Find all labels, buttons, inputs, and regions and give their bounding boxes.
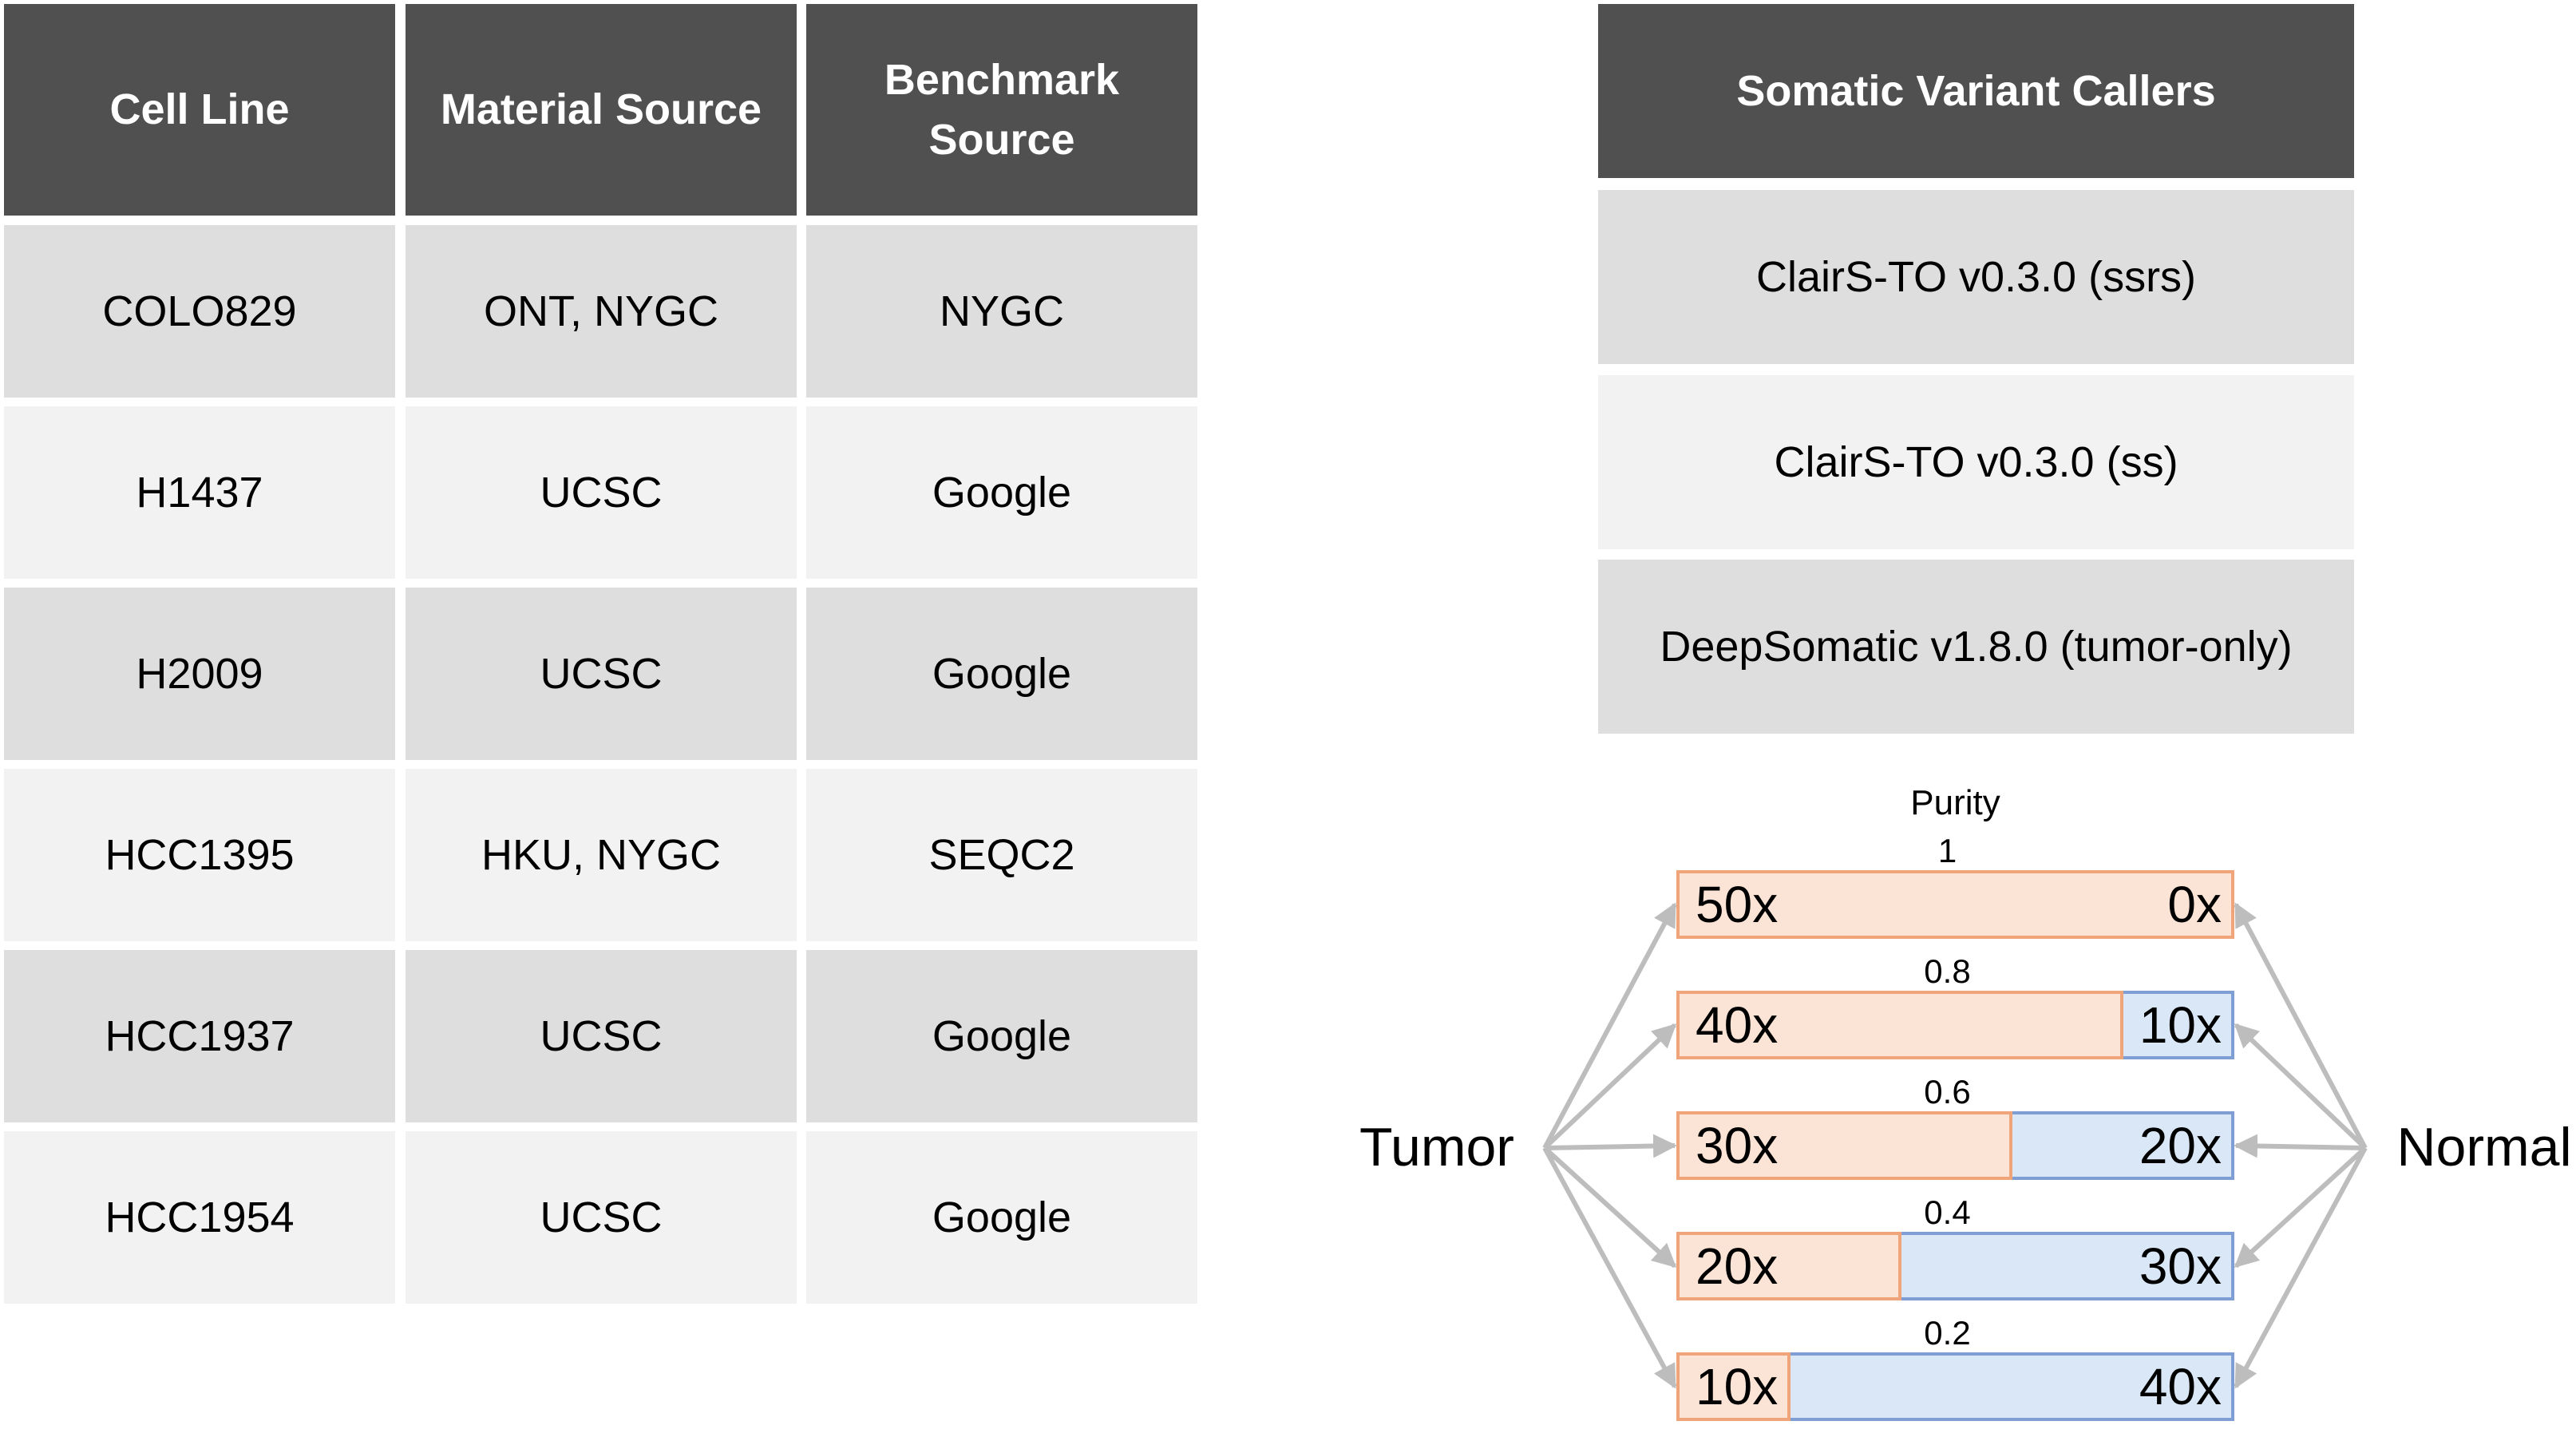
- tumor-arrow: [1542, 1146, 1677, 1389]
- cell-cell-line: H1437: [4, 406, 395, 579]
- tumor-arrow: [1542, 1146, 1677, 1269]
- tumor-arrow: [1544, 1134, 1677, 1158]
- purity-label: 1: [1938, 832, 1957, 869]
- cell-material-source: UCSC: [406, 406, 797, 579]
- header-benchmark-source: Benchmark Source: [806, 4, 1197, 216]
- cell-cell-line: HCC1937: [4, 950, 395, 1122]
- normal-arrow: [2234, 1146, 2368, 1389]
- tumor-arrow: [1542, 902, 1677, 1150]
- tumor-segment: [1676, 1111, 2012, 1180]
- cell-material-source: HKU, NYGC: [406, 769, 797, 941]
- cell-benchmark-source: Google: [806, 1131, 1197, 1304]
- caller-row: ClairS-TO v0.3.0 (ss): [1598, 375, 2354, 549]
- normal-coverage-label: 20x: [2139, 1117, 2222, 1174]
- tumor-coverage-label: 20x: [1696, 1237, 1778, 1295]
- cell-material-source: UCSC: [406, 588, 797, 760]
- cell-benchmark-source: SEQC2: [806, 769, 1197, 941]
- cell-cell-line: HCC1395: [4, 769, 395, 941]
- normal-coverage-label: 40x: [2139, 1358, 2222, 1415]
- normal-arrow: [2234, 1146, 2368, 1269]
- cell-benchmark-source: Google: [806, 406, 1197, 579]
- cell-benchmark-source: Google: [806, 950, 1197, 1122]
- tumor-coverage-label: 10x: [1696, 1358, 1778, 1415]
- cell-benchmark-source: NYGC: [806, 225, 1197, 398]
- normal-arrow: [2234, 1134, 2366, 1158]
- tumor-coverage-label: 40x: [1696, 996, 1778, 1054]
- cell-material-source: UCSC: [406, 1131, 797, 1304]
- normal-coverage-label: 30x: [2139, 1237, 2222, 1295]
- caller-row: ClairS-TO v0.3.0 (ssrs): [1598, 190, 2354, 364]
- normal-arrow: [2234, 902, 2368, 1150]
- tumor-segment: [1676, 1352, 1791, 1421]
- tumor-coverage-label: 50x: [1696, 876, 1778, 933]
- purity-label: 0.2: [1924, 1314, 1970, 1352]
- purity-label: 0.6: [1924, 1073, 1970, 1110]
- cell-cell-line: H2009: [4, 588, 395, 760]
- normal-coverage-label: 10x: [2139, 996, 2222, 1054]
- tumor-label: Tumor: [1359, 1117, 1514, 1178]
- cell-material-source: ONT, NYGC: [406, 225, 797, 398]
- tumor-coverage-label: 30x: [1696, 1117, 1778, 1174]
- header-somatic-variant-callers: Somatic Variant Callers: [1598, 4, 2354, 178]
- cell-benchmark-source: Google: [806, 588, 1197, 760]
- tumor-segment: [1676, 991, 2123, 1059]
- purity-label: 0.8: [1924, 952, 1970, 990]
- tumor-segment: [1676, 1232, 1901, 1300]
- normal-coverage-label: 0x: [2167, 876, 2222, 933]
- normal-arrow: [2234, 1023, 2368, 1150]
- header-cell-line: Cell Line: [4, 4, 395, 216]
- purity-label: 0.4: [1924, 1193, 1970, 1231]
- purity-title: Purity: [1910, 783, 2000, 822]
- normal-label: Normal: [2396, 1117, 2571, 1178]
- cell-material-source: UCSC: [406, 950, 797, 1122]
- cell-cell-line: COLO829: [4, 225, 395, 398]
- tumor-arrow: [1542, 1023, 1677, 1150]
- caller-row: DeepSomatic v1.8.0 (tumor-only): [1598, 560, 2354, 734]
- cell-cell-line: HCC1954: [4, 1131, 395, 1304]
- header-material-source: Material Source: [406, 4, 797, 216]
- tumor-segment: [1676, 870, 2234, 939]
- normal-segment: [2120, 991, 2234, 1059]
